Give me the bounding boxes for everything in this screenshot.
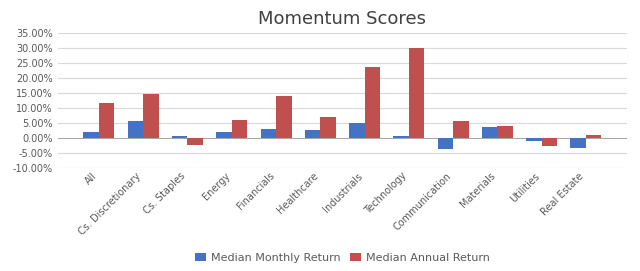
Bar xyxy=(188,138,203,146)
Bar xyxy=(320,117,336,138)
Bar xyxy=(232,120,247,138)
Bar xyxy=(128,121,143,138)
Bar xyxy=(438,138,453,149)
Bar xyxy=(83,132,99,138)
Legend: Median Monthly Return, Median Annual Return: Median Monthly Return, Median Annual Ret… xyxy=(190,248,495,267)
Bar xyxy=(365,67,380,138)
Title: Momentum Scores: Momentum Scores xyxy=(259,10,426,28)
Bar xyxy=(526,138,541,141)
Bar xyxy=(99,103,115,138)
Bar xyxy=(394,136,409,138)
Bar xyxy=(305,130,320,138)
Bar xyxy=(409,48,424,138)
Bar xyxy=(586,135,602,138)
Bar xyxy=(482,127,497,138)
Bar xyxy=(276,96,291,138)
Bar xyxy=(143,94,159,138)
Bar xyxy=(216,132,232,138)
Bar xyxy=(570,138,586,147)
Bar xyxy=(349,122,365,138)
Bar xyxy=(260,129,276,138)
Bar xyxy=(541,138,557,146)
Bar xyxy=(497,127,513,138)
Bar xyxy=(172,136,188,138)
Bar xyxy=(453,121,468,138)
